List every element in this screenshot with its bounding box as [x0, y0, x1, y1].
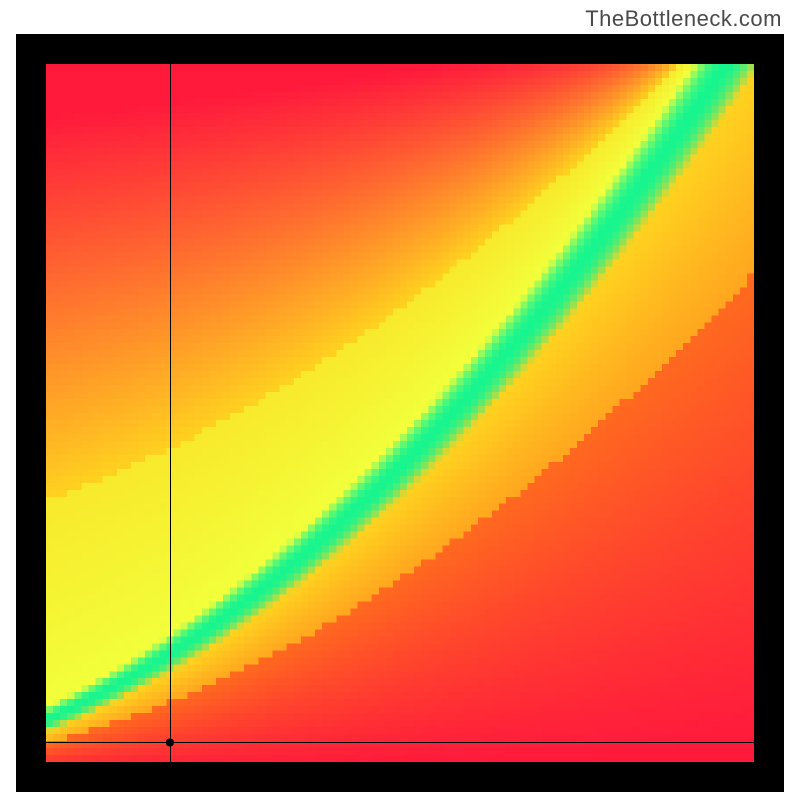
plot-frame-top: [16, 34, 784, 64]
crosshair-overlay: [46, 64, 754, 762]
plot-frame-bottom: [16, 762, 784, 792]
plot-frame-left: [16, 34, 46, 792]
plot-frame-right: [754, 34, 784, 792]
watermark-text: TheBottleneck.com: [585, 6, 782, 32]
